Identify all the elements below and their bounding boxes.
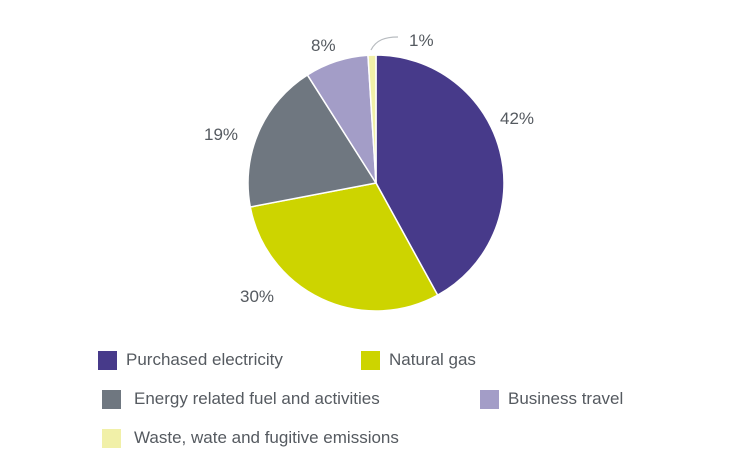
- slice-label-business-travel: 8%: [311, 36, 336, 55]
- pie-slice-energy-related-fuel-and-activities: [247, 73, 378, 208]
- slice-label-waste: 1%: [409, 31, 434, 50]
- pie-slice-waste-wate-and-fugitive-emissions: [367, 54, 377, 184]
- slice-label-energy-related: 19%: [204, 125, 238, 144]
- pie-slices: [247, 54, 505, 312]
- slice-label-purchased-electricity: 42%: [500, 109, 534, 128]
- pie-slice-purchased-electricity: [375, 54, 505, 297]
- small-slice-leader-line: [370, 36, 399, 51]
- pie-slice-natural-gas: [249, 182, 439, 312]
- slice-label-natural-gas: 30%: [240, 287, 274, 306]
